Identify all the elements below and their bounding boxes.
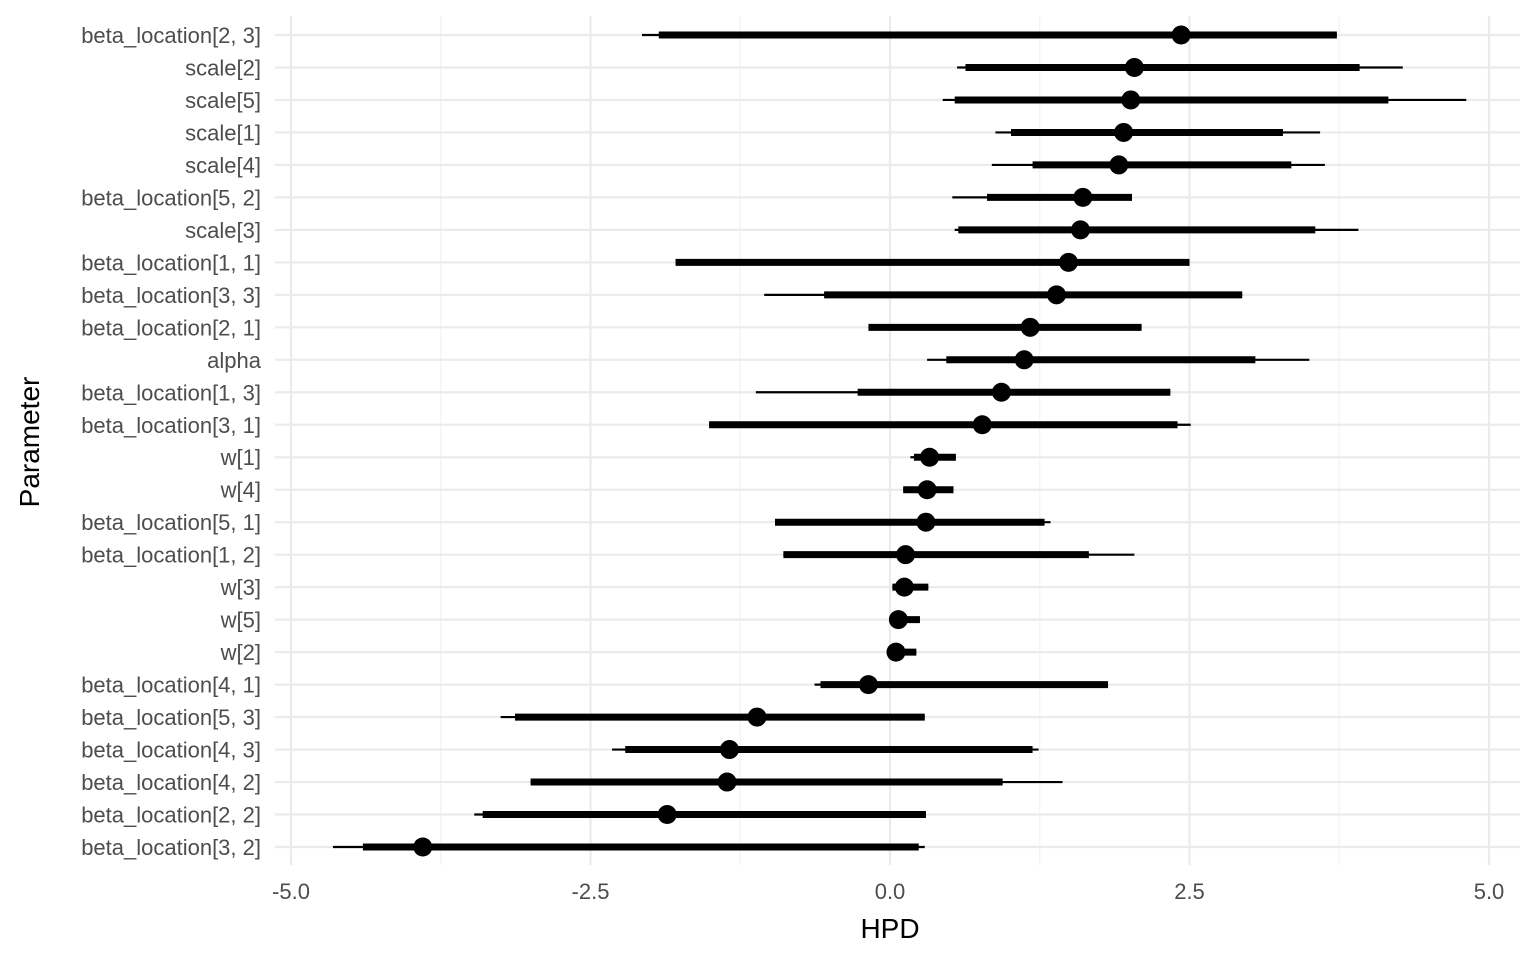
- x-axis-title: HPD: [860, 913, 919, 944]
- y-tick-label: beta_location[4, 3]: [81, 738, 261, 763]
- x-tick-labels: -5.0 -2.5 0.0 2.5 5.0: [272, 879, 1504, 904]
- param-row: [954, 220, 1359, 240]
- median-point: [1070, 220, 1090, 240]
- median-point: [858, 675, 878, 695]
- param-row: [942, 90, 1467, 110]
- param-row: [995, 122, 1321, 142]
- y-tick-label: beta_location[5, 1]: [81, 510, 261, 535]
- x-tick-label: -5.0: [272, 879, 310, 904]
- median-point: [1020, 317, 1040, 337]
- median-point: [1109, 155, 1129, 175]
- y-tick-label: beta_location[2, 2]: [81, 803, 261, 828]
- param-row: [886, 642, 917, 662]
- grid-lines: [275, 16, 1520, 865]
- x-tick-label: 0.0: [875, 879, 906, 904]
- median-point: [657, 805, 677, 825]
- param-row: [755, 382, 1171, 402]
- y-tick-label: alpha: [207, 348, 262, 373]
- y-tick-label: w[4]: [220, 478, 261, 503]
- y-axis-title: Parameter: [14, 377, 45, 508]
- y-tick-label: beta_location[3, 3]: [81, 283, 261, 308]
- median-point: [991, 382, 1011, 402]
- y-tick-label: beta_location[5, 3]: [81, 705, 261, 730]
- x-tick-label: 5.0: [1474, 879, 1505, 904]
- median-point: [413, 837, 433, 857]
- median-point: [747, 707, 767, 727]
- param-row: [957, 57, 1403, 77]
- x-tick-label: 2.5: [1174, 879, 1205, 904]
- y-tick-label: scale[3]: [185, 218, 261, 243]
- median-point: [1124, 57, 1144, 77]
- y-tick-label: scale[2]: [185, 55, 261, 80]
- median-point: [896, 545, 916, 565]
- median-point: [1073, 187, 1093, 207]
- param-row: [910, 447, 956, 467]
- param-row: [903, 480, 954, 500]
- param-row: [474, 805, 926, 825]
- y-tick-label: scale[4]: [185, 153, 261, 178]
- median-point: [972, 415, 992, 435]
- param-row: [991, 155, 1325, 175]
- param-row: [332, 837, 925, 857]
- param-row: [814, 675, 1109, 695]
- param-row: [868, 317, 1142, 337]
- y-tick-label: beta_location[2, 3]: [81, 23, 261, 48]
- param-row: [500, 707, 925, 727]
- y-tick-label: beta_location[5, 2]: [81, 185, 261, 210]
- median-point: [916, 512, 936, 532]
- param-row: [675, 252, 1190, 272]
- param-row: [709, 415, 1191, 435]
- param-row: [892, 577, 929, 597]
- y-tick-label: beta_location[3, 2]: [81, 835, 261, 860]
- median-point: [894, 577, 914, 597]
- median-point: [1059, 252, 1079, 272]
- median-point: [1171, 25, 1191, 45]
- y-tick-label: w[2]: [220, 640, 261, 665]
- param-row: [612, 740, 1039, 760]
- param-row: [927, 350, 1310, 370]
- y-tick-labels: beta_location[2, 3] scale[2] scale[5] scale…: [81, 23, 262, 860]
- y-tick-label: beta_location[2, 1]: [81, 315, 261, 340]
- y-tick-label: beta_location[1, 2]: [81, 543, 261, 568]
- median-point: [1014, 350, 1034, 370]
- y-tick-label: scale[1]: [185, 120, 261, 145]
- param-row: [774, 512, 1051, 532]
- param-row: [783, 545, 1135, 565]
- median-point: [717, 772, 737, 792]
- param-row: [642, 25, 1337, 45]
- param-row: [530, 772, 1063, 792]
- param-row: [888, 610, 920, 630]
- y-tick-label: w[3]: [220, 575, 261, 600]
- median-point: [917, 480, 937, 500]
- param-row: [764, 285, 1243, 305]
- interval-marks: [332, 25, 1467, 857]
- y-tick-label: beta_location[4, 1]: [81, 673, 261, 698]
- median-point: [1047, 285, 1067, 305]
- median-point: [719, 740, 739, 760]
- median-point: [1121, 90, 1141, 110]
- y-tick-label: scale[5]: [185, 88, 261, 113]
- y-tick-label: beta_location[3, 1]: [81, 413, 261, 438]
- y-tick-label: w[1]: [220, 445, 261, 470]
- y-tick-label: w[5]: [220, 608, 261, 633]
- x-tick-label: -2.5: [572, 879, 610, 904]
- y-tick-label: beta_location[1, 1]: [81, 250, 261, 275]
- median-point: [888, 610, 908, 630]
- param-row: [952, 187, 1132, 207]
- median-point: [1114, 122, 1134, 142]
- y-tick-label: beta_location[4, 2]: [81, 770, 261, 795]
- y-tick-label: beta_location[1, 3]: [81, 380, 261, 405]
- median-point: [920, 447, 940, 467]
- median-point: [886, 642, 906, 662]
